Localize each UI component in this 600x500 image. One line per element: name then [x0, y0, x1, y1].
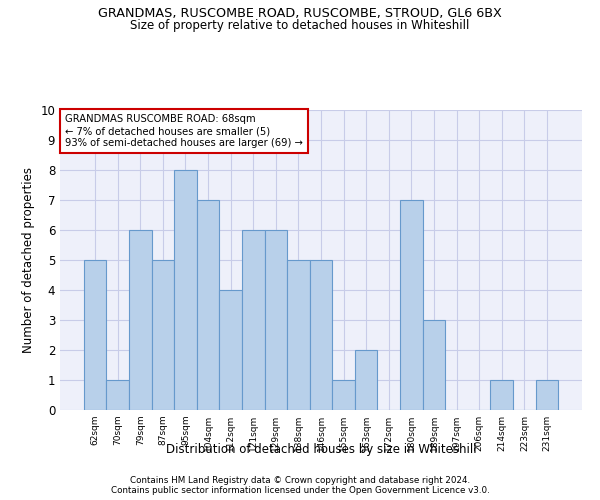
- Bar: [129, 230, 152, 410]
- Text: Contains HM Land Registry data © Crown copyright and database right 2024.: Contains HM Land Registry data © Crown c…: [130, 476, 470, 485]
- Text: Contains public sector information licensed under the Open Government Licence v3: Contains public sector information licen…: [110, 486, 490, 495]
- Bar: [400, 200, 422, 410]
- Bar: [490, 380, 513, 410]
- Bar: [287, 260, 310, 410]
- Bar: [106, 380, 129, 410]
- Bar: [355, 350, 377, 410]
- Bar: [332, 380, 355, 410]
- Bar: [152, 260, 174, 410]
- Bar: [197, 200, 220, 410]
- Bar: [310, 260, 332, 410]
- Bar: [220, 290, 242, 410]
- Bar: [174, 170, 197, 410]
- Text: Distribution of detached houses by size in Whiteshill: Distribution of detached houses by size …: [166, 442, 476, 456]
- Text: Size of property relative to detached houses in Whiteshill: Size of property relative to detached ho…: [130, 19, 470, 32]
- Bar: [536, 380, 558, 410]
- Bar: [265, 230, 287, 410]
- Bar: [422, 320, 445, 410]
- Bar: [242, 230, 265, 410]
- Text: GRANDMAS, RUSCOMBE ROAD, RUSCOMBE, STROUD, GL6 6BX: GRANDMAS, RUSCOMBE ROAD, RUSCOMBE, STROU…: [98, 8, 502, 20]
- Y-axis label: Number of detached properties: Number of detached properties: [22, 167, 35, 353]
- Text: GRANDMAS RUSCOMBE ROAD: 68sqm
← 7% of detached houses are smaller (5)
93% of sem: GRANDMAS RUSCOMBE ROAD: 68sqm ← 7% of de…: [65, 114, 303, 148]
- Bar: [84, 260, 106, 410]
